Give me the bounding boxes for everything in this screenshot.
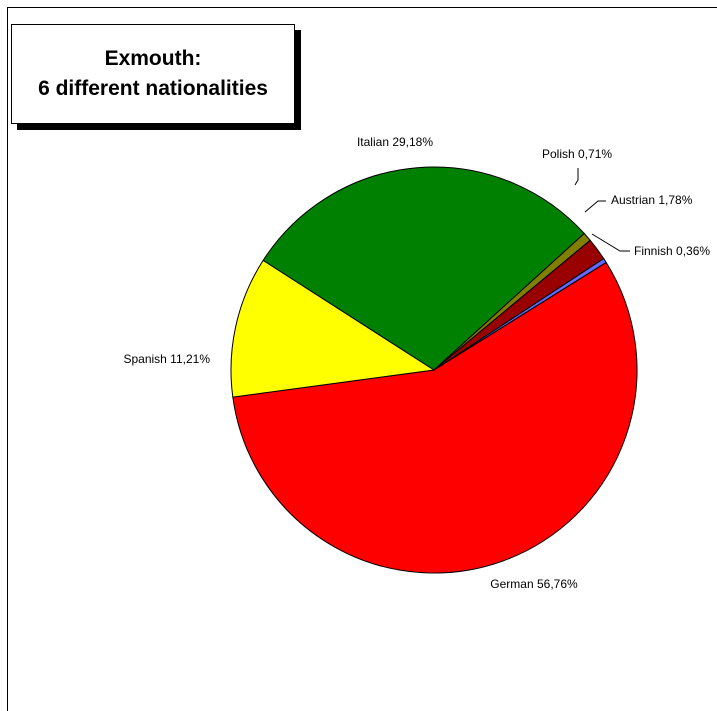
- slice-label-spanish: Spanish 11,21%: [123, 352, 210, 366]
- leader-line-polish: [574, 168, 579, 186]
- leader-line-finnish: [591, 233, 630, 252]
- slice-label-austrian: Austrian 1,78%: [611, 193, 693, 207]
- slice-label-german: German 56,76%: [490, 577, 578, 591]
- leader-line-austrian: [584, 200, 606, 213]
- slice-label-italian: Italian 29,18%: [357, 135, 433, 149]
- pie-slice-finnish: [433, 257, 607, 371]
- pie-slice-italian: [262, 166, 585, 371]
- slice-label-polish: Polish 0,71%: [542, 147, 612, 161]
- leader-lines: [574, 168, 630, 252]
- pie-slices: [230, 166, 638, 574]
- slice-labels: German 56,76% Spanish 11,21% Italian 29,18…: [123, 135, 710, 591]
- chart-title-line-1: Exmouth:: [104, 47, 202, 70]
- pie-slice-german: [232, 261, 638, 574]
- pie-slice-spanish: [230, 259, 436, 398]
- slice-label-finnish: Finnish 0,36%: [634, 244, 710, 258]
- chart-title-line-2: 6 different nationalities: [38, 77, 268, 100]
- chart-title-box: Exmouth: 6 different nationalities: [11, 24, 295, 124]
